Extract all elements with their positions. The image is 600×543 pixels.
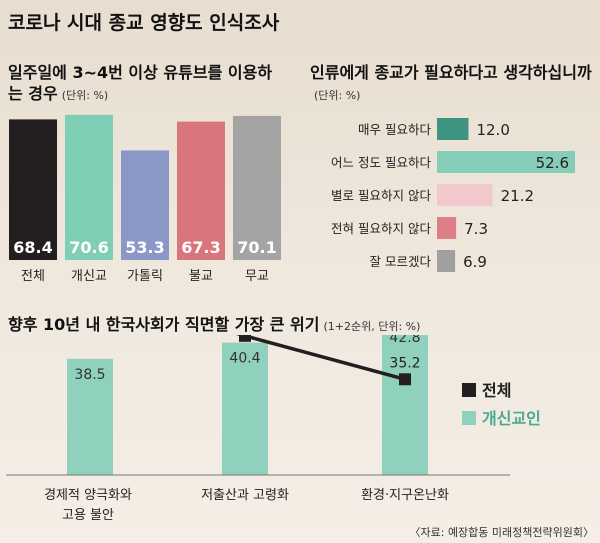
bar-value-label: 70.1 <box>237 238 276 257</box>
religion-need-chart-title-text: 인류에게 종교가 필요하다고 생각하십니까 <box>310 63 592 82</box>
category-label: 고용 불안 <box>62 508 114 523</box>
category-label: 전체 <box>21 269 45 284</box>
bar-value-label: 67.3 <box>181 238 220 257</box>
youtube-chart-unit: (단위: %) <box>61 89 109 102</box>
bar-0 <box>67 358 113 475</box>
category-label: 무교 <box>245 269 269 284</box>
bar-개신교 <box>65 114 113 260</box>
bar-매우 필요하다 <box>437 118 469 140</box>
crisis-chart-title-text: 향후 10년 내 한국사회가 직면할 가장 큰 위기 <box>8 315 320 334</box>
bar-2 <box>382 335 428 475</box>
youtube-chart-title: 일주일에 3~4번 이상 유튜브를 이용하는 경우 (단위: %) <box>8 62 278 106</box>
bar-value-label: 70.6 <box>69 238 108 257</box>
source-note: 〈자료: 예장합동 미래정책전략위원회〉 <box>409 526 595 539</box>
category-label: 가톨릭 <box>127 269 163 284</box>
category-label: 잘 모르겠다 <box>370 254 432 269</box>
youtube-usage-chart: 68.4 전체 70.6 개신교 53.3 가톨릭 67.3 불교 70.1 무교 <box>9 114 281 284</box>
bar-value-label: 7.3 <box>464 220 488 238</box>
bar-잘 모르겠다 <box>437 250 456 272</box>
bar-불교 <box>177 121 225 261</box>
religion-need-chart-unit: (단위: %) <box>314 89 361 102</box>
category-label: 저출산과 고령화 <box>201 488 289 503</box>
legend-label-전체: 전체 <box>482 381 511 400</box>
bar-value-label: 21.2 <box>501 187 534 205</box>
category-label: 매우 필요하다 <box>358 122 431 137</box>
bar-무교 <box>233 115 281 261</box>
bar-가톨릭 <box>121 150 169 260</box>
bar-value-label: 68.4 <box>13 238 52 257</box>
legend-swatch-개신교인 <box>462 411 476 425</box>
category-label: 개신교 <box>71 269 107 284</box>
religion-need-chart-title: 인류에게 종교가 필요하다고 생각하십니까 (단위: %) <box>310 62 595 106</box>
category-label: 별로 필요하지 않다 <box>331 188 431 203</box>
page-title: 코로나 시대 종교 영향도 인식조사 <box>8 12 280 34</box>
bar-value-label: 38.5 <box>74 367 105 383</box>
line-value-label: 35.2 <box>389 355 420 371</box>
religion-need-chart: 매우 필요하다 12.0 어느 정도 필요하다 52.6 별로 필요하지 않다 21.2 전… <box>331 118 575 272</box>
bar-어느 정도 필요하다 <box>437 151 575 173</box>
line-point <box>239 335 251 342</box>
category-label: 환경·지구온난화 <box>361 488 449 503</box>
bar-전체 <box>9 119 57 261</box>
crisis-chart-unit: (1+2순위, 단위: %) <box>323 320 421 333</box>
category-label: 경제적 양극화와 <box>44 488 132 503</box>
bar-전혀 필요하지 않다 <box>437 217 457 239</box>
youtube-chart-title-text: 일주일에 3~4번 이상 유튜브를 이용하는 경우 <box>8 63 273 103</box>
legend-swatch-전체 <box>462 383 476 397</box>
line-point <box>399 373 411 386</box>
bar-value-label: 40.4 <box>229 351 260 367</box>
bar-value-label: 42.8 <box>389 335 420 346</box>
bar-value-label: 53.3 <box>125 238 164 257</box>
bar-별로 필요하지 않다 <box>437 184 493 206</box>
bar-value-label: 6.9 <box>463 253 487 271</box>
bar-value-label: 52.6 <box>536 154 569 172</box>
bar-value-label: 12.0 <box>476 121 509 139</box>
bar-1 <box>222 342 268 475</box>
category-label: 불교 <box>189 269 213 284</box>
legend-label-개신교인: 개신교인 <box>482 409 541 428</box>
crisis-chart-title: 향후 10년 내 한국사회가 직면할 가장 큰 위기 (1+2순위, 단위: %) <box>8 311 420 335</box>
category-label: 어느 정도 필요하다 <box>331 155 431 170</box>
category-label: 전혀 필요하지 않다 <box>331 221 431 236</box>
